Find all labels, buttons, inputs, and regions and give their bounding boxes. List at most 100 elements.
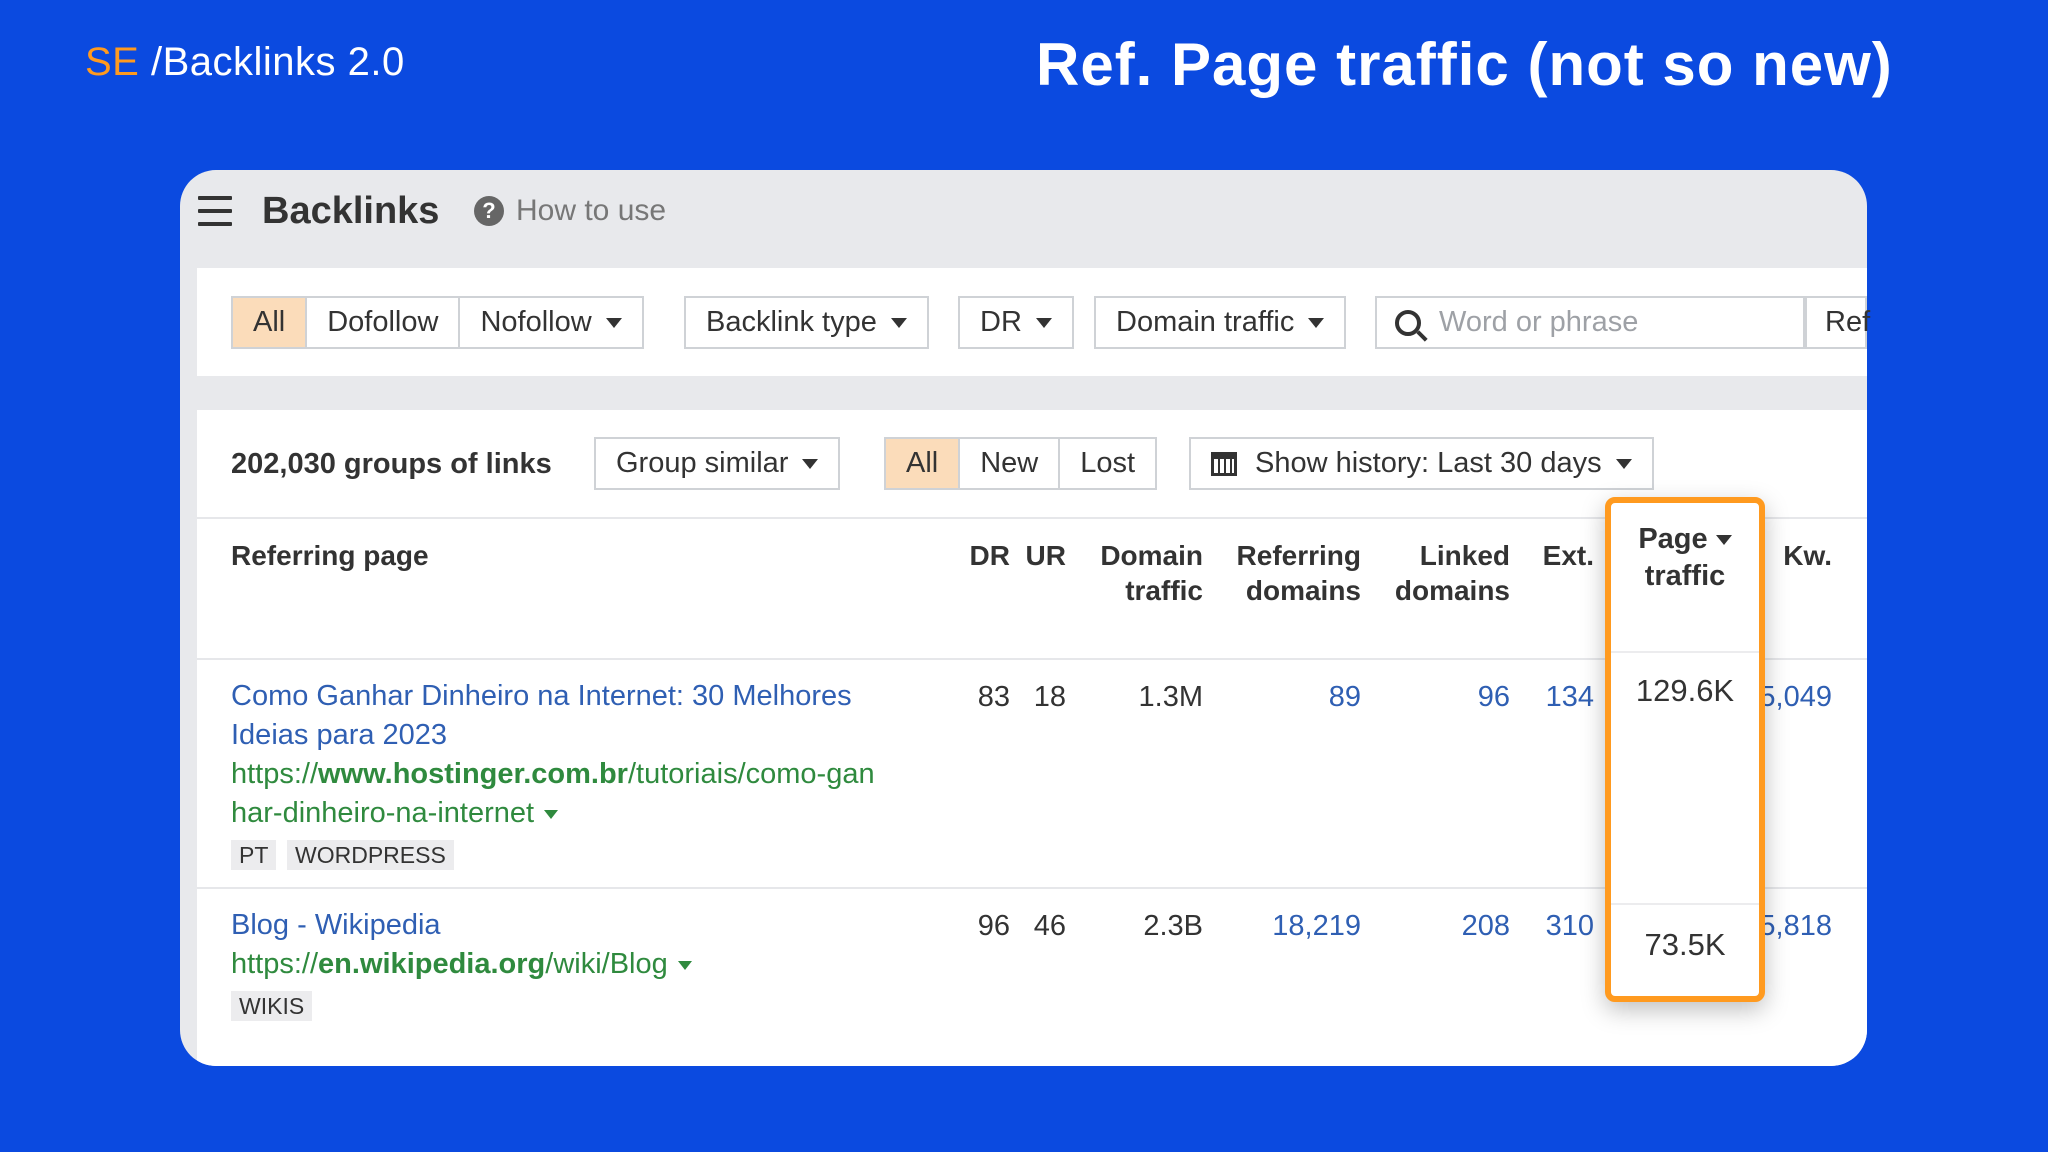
row1-url[interactable]: https://www.hostinger.com.br/tutoriais/c…: [231, 755, 875, 794]
row1-title-link[interactable]: Como Ganhar Dinheiro na Internet: 30 Mel…: [231, 677, 852, 755]
hamburger-icon[interactable]: [198, 196, 232, 228]
row1-linked-domains[interactable]: 96: [1477, 681, 1510, 713]
domain-traffic-label: Domain traffic: [1116, 306, 1295, 338]
dr-label: DR: [980, 306, 1022, 338]
headline: Ref. Page traffic (not so new): [1036, 31, 1893, 98]
brand-suffix: /Backlinks 2.0: [150, 40, 405, 84]
row1-ext[interactable]: 134: [1545, 681, 1594, 713]
row2-url[interactable]: https://en.wikipedia.org/wiki/Blog: [231, 945, 692, 984]
row2-domain-traffic: 2.3B: [1143, 910, 1203, 942]
search-placeholder: Word or phrase: [1439, 306, 1639, 338]
row1-url-path: /tutoriais/como-gan: [627, 758, 875, 790]
brand-prefix: SE: [85, 40, 140, 84]
tag-pt: PT: [231, 840, 277, 870]
chevron-down-icon[interactable]: [677, 960, 692, 970]
row1-title-line2: Ideias para 2023: [231, 719, 448, 751]
group-similar-dropdown[interactable]: Group similar: [594, 437, 841, 490]
how-to-use-label: How to use: [516, 194, 667, 227]
row1-dr: 83: [977, 681, 1010, 713]
chevron-down-icon: [1615, 458, 1632, 469]
dr-dropdown[interactable]: DR: [958, 296, 1074, 349]
ref-dropdown[interactable]: Ref: [1805, 296, 1870, 349]
col-kw[interactable]: Kw.: [1783, 540, 1832, 571]
domain-traffic-dropdown[interactable]: Domain traffic: [1094, 296, 1347, 349]
chevron-down-icon: [802, 458, 819, 469]
how-to-use-link[interactable]: ? How to use: [474, 194, 666, 228]
col-domain-traffic-line1: Domain: [1100, 540, 1203, 571]
chevron-down-icon: [890, 317, 907, 328]
chevron-down-icon: [1035, 317, 1052, 328]
col-ur[interactable]: UR: [1025, 540, 1066, 571]
col-referring-domains-line2: domains: [1245, 575, 1361, 606]
backlink-type-label: Backlink type: [706, 306, 877, 338]
status-all-button[interactable]: All: [884, 437, 961, 490]
row1-title-line1: Como Ganhar Dinheiro na Internet: 30 Mel…: [231, 680, 852, 712]
row1-page-traffic: 129.6K: [1635, 673, 1735, 708]
backlink-type-dropdown[interactable]: Backlink type: [684, 296, 929, 349]
col-referring-domains[interactable]: Referring domains: [1237, 538, 1361, 608]
divider: [197, 517, 1867, 519]
row2-page-traffic: 73.5K: [1644, 927, 1726, 962]
col-linked-domains-line2: domains: [1394, 575, 1510, 606]
col-ext[interactable]: Ext.: [1542, 540, 1594, 571]
row1-url-line2: har-dinheiro-na-internet: [231, 797, 535, 829]
filter-all-button[interactable]: All: [231, 296, 308, 349]
row2-ext[interactable]: 310: [1545, 910, 1594, 942]
row2-kw[interactable]: 5,818: [1759, 910, 1832, 942]
col-referring-page[interactable]: Referring page: [231, 540, 429, 571]
sort-desc-icon[interactable]: [1715, 535, 1732, 546]
results-panel: [197, 410, 1867, 1066]
col-referring-domains-line1: Referring: [1236, 540, 1361, 571]
divider: [197, 658, 1867, 660]
col-page-traffic-line2: traffic: [1644, 560, 1726, 592]
tag-wikis: WIKIS: [231, 991, 313, 1021]
status-new-button[interactable]: New: [960, 437, 1061, 490]
row2-url-domain: en.wikipedia.org: [318, 948, 546, 980]
filter-nofollow-dropdown[interactable]: Nofollow: [460, 296, 644, 349]
col-domain-traffic-line2: traffic: [1125, 575, 1203, 606]
tag-wordpress: WORDPRESS: [287, 840, 454, 870]
row1-kw[interactable]: 5,049: [1759, 681, 1832, 713]
row2-url-path: /wiki/Blog: [545, 948, 668, 980]
row2-url-prefix: https://: [231, 948, 319, 980]
chevron-down-icon: [605, 317, 622, 328]
show-history-label: Show history: Last 30 days: [1255, 447, 1602, 479]
col-linked-domains-line1: Linked: [1419, 540, 1510, 571]
chevron-down-icon[interactable]: [544, 809, 559, 819]
col-domain-traffic[interactable]: Domain traffic: [1100, 538, 1203, 608]
row2-referring-domains[interactable]: 18,219: [1272, 910, 1361, 942]
calendar-icon: [1211, 451, 1237, 476]
brand: SE /Backlinks 2.0: [85, 40, 405, 85]
page-traffic-highlight: Page traffic 129.6K 73.5K: [1605, 497, 1765, 1002]
groups-count: 202,030 groups of links: [231, 448, 552, 480]
col-page-traffic-line1: Page: [1638, 523, 1708, 555]
filter-dofollow-button[interactable]: Dofollow: [307, 296, 461, 349]
row2-title-link[interactable]: Blog - Wikipedia: [231, 909, 441, 941]
filter-nofollow-label: Nofollow: [480, 306, 592, 338]
group-similar-label: Group similar: [616, 447, 789, 479]
row1-url-domain: www.hostinger.com.br: [318, 758, 628, 790]
divider: [1611, 903, 1759, 905]
status-lost-button[interactable]: Lost: [1060, 437, 1158, 490]
row1-referring-domains[interactable]: 89: [1328, 681, 1361, 713]
divider: [197, 887, 1867, 889]
row1-ur: 18: [1033, 681, 1066, 713]
col-dr[interactable]: DR: [969, 540, 1010, 571]
link-type-segment: All Dofollow Nofollow: [231, 296, 644, 349]
row2-ur: 46: [1033, 910, 1066, 942]
app-topbar: Backlinks ? How to use: [180, 170, 1867, 268]
row1-domain-traffic: 1.3M: [1138, 681, 1203, 713]
show-history-dropdown[interactable]: Show history: Last 30 days: [1189, 437, 1654, 490]
search-input[interactable]: Word or phrase: [1375, 296, 1805, 349]
row1-url-cont[interactable]: har-dinheiro-na-internet: [231, 794, 559, 833]
divider: [1611, 651, 1759, 653]
row2-dr: 96: [977, 910, 1010, 942]
search-icon: [1395, 309, 1421, 336]
col-linked-domains[interactable]: Linked domains: [1395, 538, 1510, 608]
row1-url-prefix: https://: [231, 758, 319, 790]
question-circle-icon: ?: [474, 196, 504, 226]
row2-linked-domains[interactable]: 208: [1461, 910, 1510, 942]
chevron-down-icon: [1308, 317, 1325, 328]
col-page-traffic[interactable]: Page traffic: [1611, 521, 1759, 595]
page-title: Backlinks: [262, 190, 440, 232]
